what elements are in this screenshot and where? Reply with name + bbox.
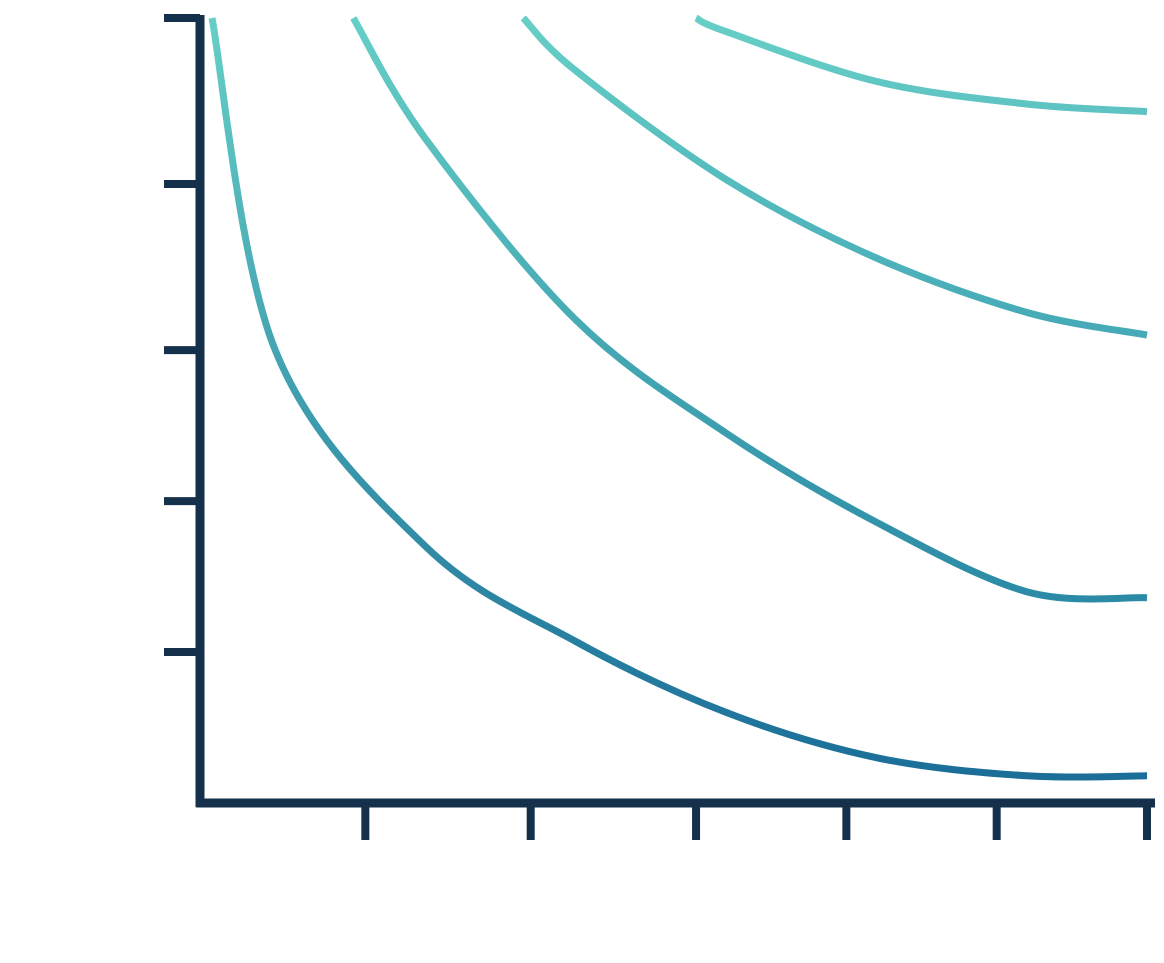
series-line-3: [694, 14, 1148, 116]
series-line-0: [208, 17, 1148, 781]
series-group: [208, 14, 1148, 781]
axis-ticks: [164, 14, 1151, 840]
series-line-2: [520, 15, 1148, 339]
series-line-1: [350, 16, 1148, 603]
